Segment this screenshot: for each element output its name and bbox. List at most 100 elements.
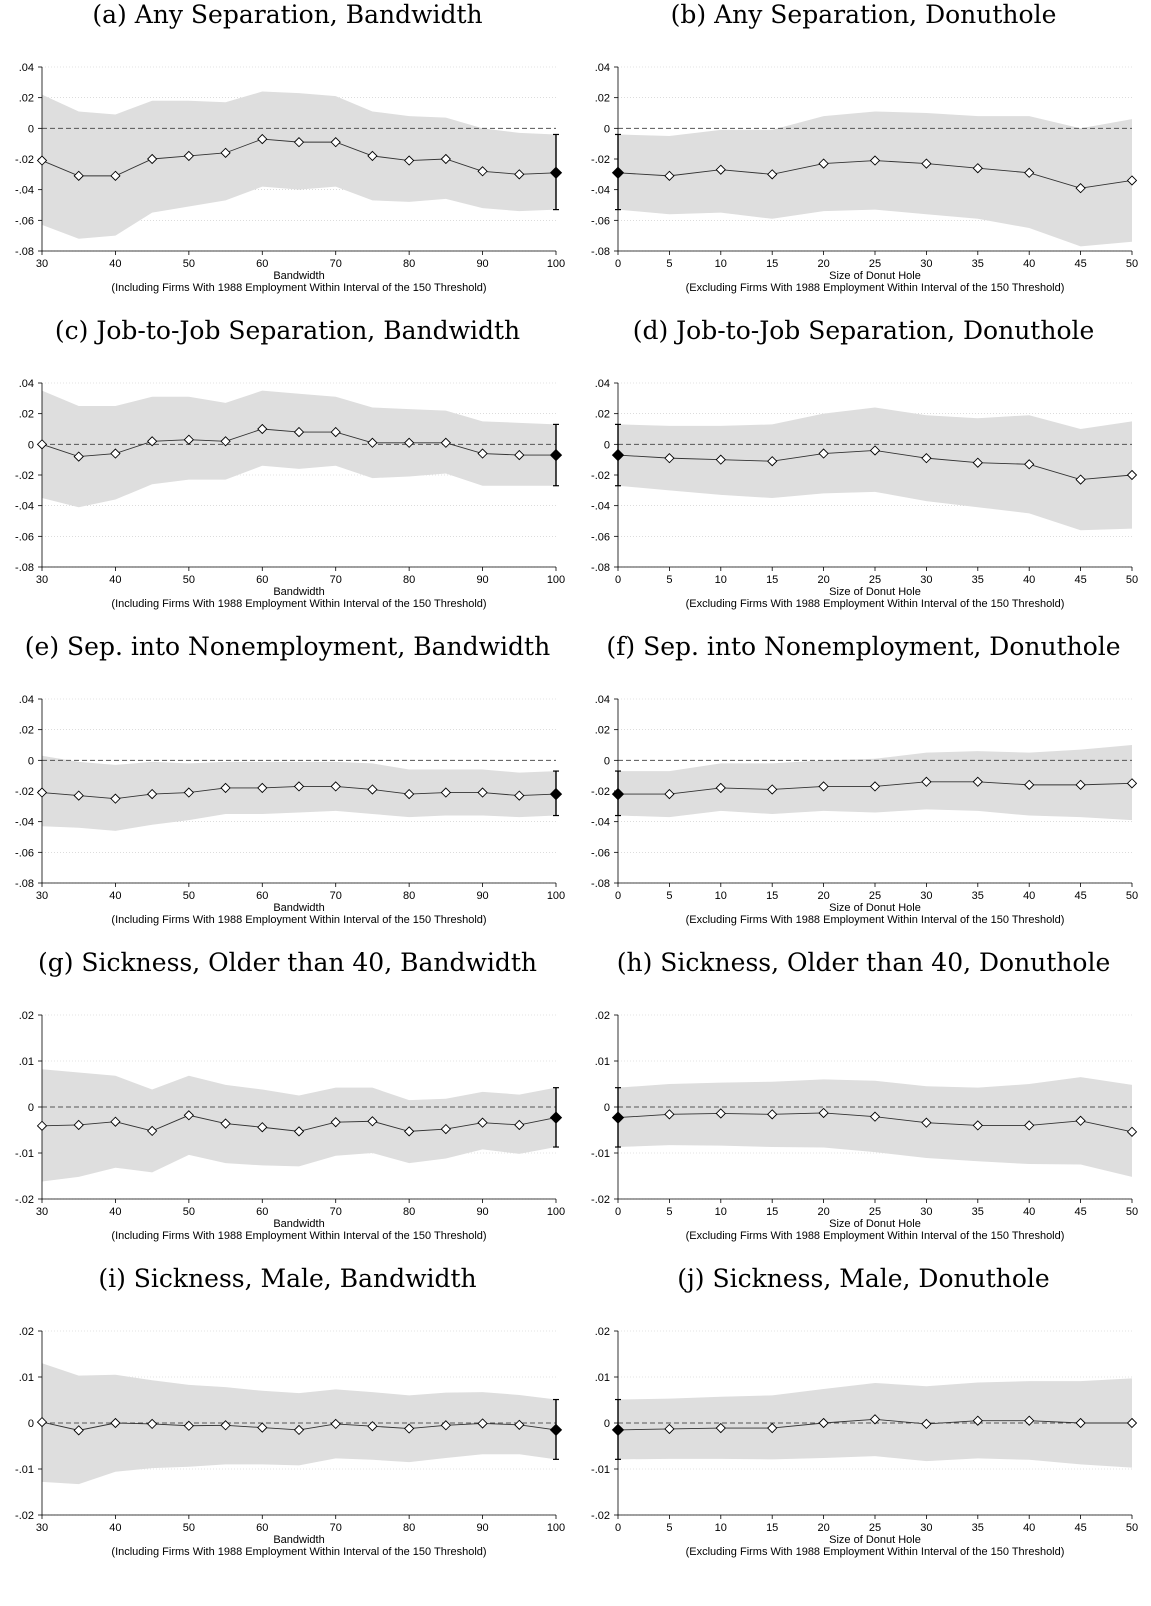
highlight-point-marker — [549, 1111, 563, 1124]
point-marker — [440, 437, 451, 448]
x-tick-label: 30 — [920, 258, 932, 270]
point-marker — [818, 1417, 829, 1429]
x-tick-label: 40 — [1023, 1206, 1035, 1218]
x-tick-label: 15 — [766, 890, 778, 902]
x-tick-label: 90 — [476, 1206, 488, 1218]
point-marker — [767, 169, 778, 180]
y-tick-label: -.02 — [591, 154, 610, 166]
point-marker — [664, 788, 675, 800]
x-tick-label: 45 — [1074, 1206, 1086, 1218]
y-tick-label: .02 — [595, 409, 610, 421]
confidence-band — [42, 1363, 556, 1485]
y-tick-label: 0 — [28, 755, 34, 767]
point-marker — [36, 155, 48, 166]
x-tick-label: 35 — [972, 574, 984, 586]
point-marker — [767, 784, 778, 795]
x-tick-label: 100 — [547, 258, 565, 270]
point-marker — [73, 1119, 84, 1131]
point-marker — [147, 436, 158, 447]
x-tick-label: 70 — [330, 1522, 342, 1534]
point-marker — [293, 781, 305, 792]
x-tick-label: 50 — [183, 574, 195, 586]
x-axis-title: Size of Donut Hole — [829, 902, 921, 914]
y-tick-label: 0 — [28, 1418, 34, 1430]
point-marker — [1024, 1415, 1035, 1426]
x-tick-label: 30 — [920, 1206, 932, 1218]
y-tick-label: -.08 — [591, 878, 610, 890]
point-marker — [1024, 459, 1035, 470]
confidence-band — [42, 91, 556, 239]
highlight-point-marker — [549, 1423, 563, 1437]
point-marker — [514, 1119, 525, 1131]
x-tick-label: 50 — [1126, 574, 1138, 586]
chart-title: (i) Sickness, Male, Bandwidth — [98, 1264, 477, 1293]
point-marker — [972, 457, 983, 468]
x-tick-label: 15 — [766, 1206, 778, 1218]
highlight-point-marker — [549, 787, 563, 801]
y-tick-label: .02 — [19, 1326, 34, 1338]
point-marker — [330, 781, 341, 792]
point-marker — [664, 1109, 675, 1120]
x-tick-label: 40 — [109, 1206, 121, 1218]
x-tick-label: 5 — [666, 1206, 672, 1218]
point-marker — [477, 787, 488, 798]
point-marker — [330, 136, 341, 148]
point-marker — [367, 1421, 378, 1432]
x-axis-title: Bandwidth — [273, 1534, 324, 1546]
point-marker — [183, 787, 194, 798]
x-axis-title: Size of Donut Hole — [829, 1534, 921, 1546]
point-marker — [257, 1422, 268, 1433]
point-marker — [514, 1419, 525, 1430]
point-marker — [1075, 182, 1086, 194]
x-tick-label: 25 — [869, 890, 881, 902]
point-marker — [183, 1110, 194, 1121]
x-tick-label: 100 — [547, 574, 565, 586]
point-marker — [1024, 779, 1035, 791]
point-marker — [220, 147, 231, 159]
chart-panel: (i) Sickness, Male, Bandwidth -.02 -.01 0 .0… — [0, 1264, 575, 1585]
x-tick-label: 10 — [715, 1206, 727, 1218]
y-tick-label: .02 — [19, 1010, 34, 1022]
highlight-point-marker — [611, 448, 625, 462]
x-axis-subtitle: (Including Firms With 1988 Employment Wi… — [111, 598, 486, 610]
x-tick-label: 45 — [1074, 574, 1086, 586]
chart-title: (b) Any Separation, Donuthole — [670, 0, 1057, 29]
x-tick-label: 30 — [36, 258, 48, 270]
y-tick-label: -.02 — [15, 786, 34, 798]
y-tick-label: -.02 — [591, 470, 610, 482]
x-tick-label: 45 — [1074, 258, 1086, 270]
point-marker — [921, 1418, 932, 1430]
chart-panel: (d) Job-to-Job Separation, Donuthole -.08… — [576, 316, 1151, 637]
x-tick-label: 90 — [476, 258, 488, 270]
y-tick-label: .02 — [19, 409, 34, 421]
x-tick-label: 80 — [403, 1206, 415, 1218]
point-marker — [664, 170, 675, 182]
chart-title: (g) Sickness, Older than 40, Bandwidth — [37, 948, 538, 977]
x-tick-label: 40 — [1023, 574, 1035, 586]
x-tick-label: 40 — [1023, 1522, 1035, 1534]
chart-svg: -.08 -.06 -.04 -.02 0 .02 .04 30 40 50 60 70 80 90 100… — [15, 378, 565, 610]
y-tick-label: -.04 — [591, 501, 610, 513]
x-tick-label: 30 — [36, 1522, 48, 1534]
x-tick-label: 40 — [1023, 258, 1035, 270]
chart-svg: -.02 -.01 0 .01 .02 30 40 50 60 70 80 90 100 Bandwidt… — [15, 1010, 565, 1242]
x-axis-title: Bandwidth — [273, 1218, 324, 1230]
point-marker — [1024, 1120, 1035, 1131]
point-marker — [404, 437, 415, 448]
y-tick-label: .04 — [19, 694, 34, 706]
point-marker — [293, 1126, 305, 1137]
point-marker — [715, 454, 726, 465]
y-tick-label: -.02 — [591, 786, 610, 798]
y-tick-label: 0 — [28, 439, 34, 451]
x-tick-label: 100 — [547, 890, 565, 902]
x-tick-label: 90 — [476, 1522, 488, 1534]
chart-svg: -.02 -.01 0 .01 .02 0 5 10 15 20 25 30 35 40 45 50 Size … — [591, 1010, 1138, 1242]
y-tick-label: -.06 — [591, 531, 610, 543]
point-marker — [183, 434, 194, 445]
x-tick-label: 5 — [666, 574, 672, 586]
x-tick-label: 40 — [109, 890, 121, 902]
x-tick-label: 5 — [666, 258, 672, 270]
point-marker — [514, 790, 525, 801]
chart-svg: -.08 -.06 -.04 -.02 0 .02 .04 30 40 50 60 70 80 90 100… — [15, 694, 565, 926]
